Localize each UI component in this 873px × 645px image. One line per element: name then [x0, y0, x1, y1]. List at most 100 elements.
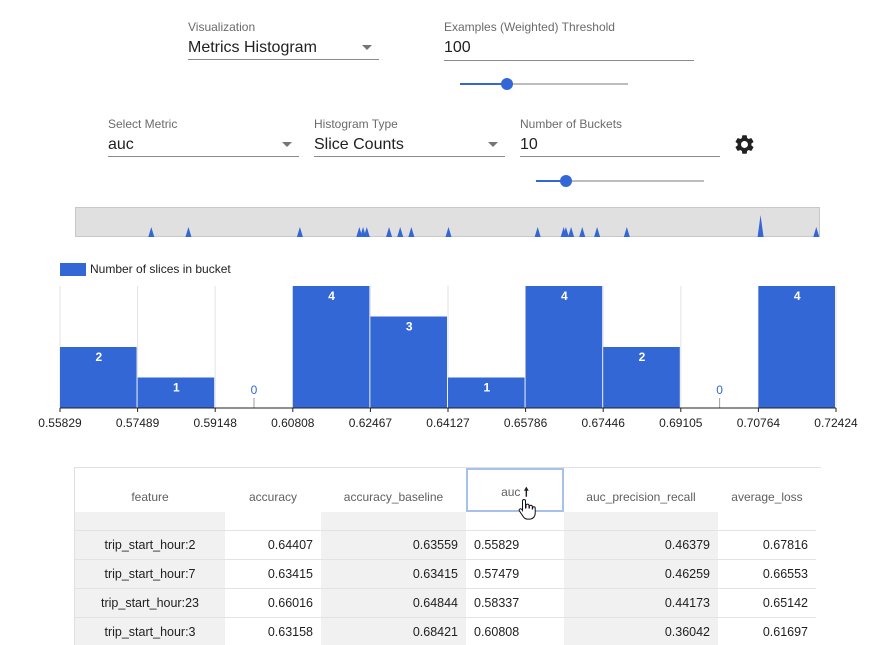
num-buckets-label: Number of Buckets: [520, 117, 623, 131]
overview-peak: [534, 227, 541, 237]
gear-icon[interactable]: [733, 133, 756, 161]
table-cell: trip_start_hour:3: [75, 617, 225, 645]
table-cell: 0.64407: [225, 530, 321, 560]
column-header-accuracy-baseline[interactable]: accuracy_baseline: [343, 490, 444, 504]
histogram-bar[interactable]: [525, 286, 603, 408]
select-metric-value: auc: [108, 136, 134, 153]
x-axis-tick-label: 0.59148: [194, 416, 238, 430]
table-cell: 0.46379: [564, 530, 718, 560]
metrics-histogram: 2 1 0 4 3 1 4 2 0 4 0.55829 0.57489 0.59148 0.60808 0.…: [38, 286, 858, 430]
table-cell: 0.66016: [225, 588, 321, 618]
histogram-type-dropdown[interactable]: Histogram Type Slice Counts: [314, 117, 505, 159]
x-axis-tick-label: 0.57489: [116, 416, 160, 430]
column-header-feature[interactable]: feature: [131, 490, 169, 504]
overview-peak: [397, 227, 404, 237]
num-buckets-input[interactable]: 10: [520, 136, 538, 153]
table-cell: trip_start_hour:23: [75, 588, 225, 618]
overview-peak: [408, 227, 415, 237]
overview-peak: [148, 227, 155, 237]
bar-value-label: 0: [251, 383, 258, 397]
chevron-down-icon: [488, 142, 498, 147]
metrics-table: feature accuracy accuracy_baseline auc 🠕…: [74, 467, 821, 645]
overview-peak: [623, 227, 630, 237]
overview-peak: [185, 227, 192, 237]
histogram-overview-brush[interactable]: [75, 207, 820, 237]
table-cell: 0.68421: [321, 617, 466, 645]
x-axis-tick-label: 0.72424: [814, 416, 858, 430]
num-buckets-slider-thumb[interactable]: [560, 175, 572, 187]
histogram-bar[interactable]: [137, 377, 215, 409]
threshold-input[interactable]: 100: [444, 39, 471, 56]
table-cell: 0.66553: [718, 559, 816, 589]
column-header-auc-precision-recall[interactable]: auc_precision_recall: [586, 490, 696, 504]
visualization-select[interactable]: Visualization Metrics Histogram: [188, 20, 379, 62]
num-buckets-slider-fill: [536, 180, 566, 182]
x-axis-tick-label: 0.60808: [271, 416, 315, 430]
histogram-type-underline: [314, 156, 505, 157]
overview-peak: [445, 227, 452, 237]
threshold-slider-track: [460, 83, 628, 85]
column-header-auc[interactable]: auc 🠕: [466, 468, 564, 512]
table-row[interactable]: trip_start_hour:7 0.63415 0.63415 0.57479 0.…: [75, 559, 816, 589]
overview-peak: [296, 227, 303, 237]
table-cell: 0.46259: [564, 559, 718, 589]
table-row[interactable]: trip_start_hour:23 0.66016 0.64844 0.58337 0…: [75, 588, 816, 618]
table-cell: 0.61697: [718, 617, 816, 645]
arrow-up-icon: 🠕: [523, 485, 529, 499]
filter-cell-accuracy: [225, 512, 321, 531]
table-row[interactable]: trip_start_hour:2 0.64407 0.63559 0.55829 0.…: [75, 530, 816, 560]
table-cell: 0.44173: [564, 588, 718, 618]
x-axis-tick-label: 0.65786: [504, 416, 548, 430]
table-row[interactable]: trip_start_hour:3 0.63158 0.68421 0.60808 0.…: [75, 617, 816, 645]
threshold-slider-thumb[interactable]: [501, 78, 513, 90]
bar-value-label: 1: [173, 381, 180, 395]
table-cell: 0.60808: [466, 617, 564, 645]
overview-peak: [363, 227, 370, 237]
threshold-field[interactable]: Examples (Weighted) Threshold 100: [444, 20, 694, 62]
threshold-underline: [444, 60, 694, 61]
table-cell: 0.64844: [321, 588, 466, 618]
histogram-bar[interactable]: [603, 347, 680, 408]
histogram-bar[interactable]: [448, 377, 525, 409]
table-cell: 0.63559: [321, 530, 466, 560]
num-buckets-slider[interactable]: [536, 174, 704, 188]
overview-peak: [579, 227, 586, 237]
overview-peak: [757, 215, 764, 237]
overview-peak: [594, 227, 601, 237]
filter-cell-auc: [466, 512, 564, 531]
chevron-down-icon: [282, 142, 292, 147]
column-header-accuracy[interactable]: accuracy: [248, 490, 298, 504]
x-axis-tick-label: 0.62467: [349, 416, 393, 430]
histogram-bar[interactable]: [758, 286, 835, 408]
x-axis-tick-label: 0.55829: [38, 416, 82, 430]
overview-peak: [386, 227, 393, 237]
table-cell: 0.63415: [225, 559, 321, 589]
select-metric-dropdown[interactable]: Select Metric auc: [108, 117, 299, 159]
column-header-average-loss[interactable]: average_loss: [731, 490, 803, 504]
table-cell: 0.55829: [466, 530, 564, 560]
threshold-label: Examples (Weighted) Threshold: [444, 20, 615, 34]
x-axis-tick-label: 0.64127: [426, 416, 470, 430]
histogram-type-value: Slice Counts: [314, 136, 404, 153]
table-cell: trip_start_hour:7: [75, 559, 225, 589]
threshold-slider[interactable]: [460, 77, 628, 91]
x-axis-tick-label: 0.70764: [737, 416, 781, 430]
filter-cell-accuracy-baseline: [321, 512, 466, 531]
filter-cell-feature: [75, 512, 225, 531]
bar-value-label: 4: [328, 289, 335, 303]
filter-cell-auc-pr: [564, 512, 718, 531]
select-metric-underline: [108, 156, 299, 157]
num-buckets-field[interactable]: Number of Buckets 10: [520, 117, 720, 159]
visualization-label: Visualization: [188, 20, 256, 34]
histogram-bar[interactable]: [292, 286, 370, 408]
overview-peak: [568, 227, 575, 237]
table-cell: 0.63415: [321, 559, 466, 589]
legend-swatch: [60, 263, 86, 276]
table-cell: 0.67816: [718, 530, 816, 560]
histogram-bar[interactable]: [60, 347, 137, 408]
overview-peak: [562, 227, 569, 237]
select-metric-label: Select Metric: [108, 117, 178, 131]
histogram-bar[interactable]: [370, 316, 447, 409]
bar-value-label: 4: [561, 289, 568, 303]
visualization-underline: [188, 59, 379, 60]
